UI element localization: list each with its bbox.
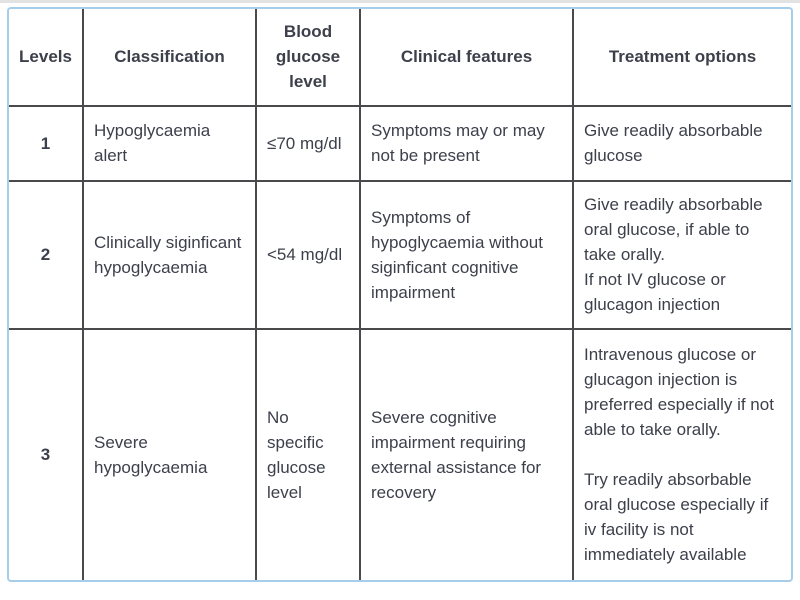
treatment-paragraph: Intravenous glucose or glucagon injectio… — [584, 345, 774, 440]
cropped-element-edge — [0, 0, 800, 3]
header-clinical-features: Clinical features — [359, 9, 574, 107]
classification-cell: Hypoglycaemia alert — [82, 104, 257, 182]
treatment-line: Give readily absorbable glucose — [584, 121, 763, 166]
header-blood-glucose-level: Blood glucose level — [255, 9, 361, 107]
treatment-line: If not IV glucose or glucagon injection — [584, 270, 726, 315]
treatment-cell: Give readily absorbable oral glucose, if… — [572, 179, 791, 330]
table-row-level-2: 2 Clinically siginficant hypoglycaemia <… — [9, 179, 791, 330]
classification-cell: Clinically siginficant hypoglycaemia — [82, 179, 257, 330]
treatment-cell: Intravenous glucose or glucagon injectio… — [572, 327, 791, 580]
clinical-features-cell: Symptoms of hypoglycaemia without siginf… — [359, 179, 574, 330]
blood-glucose-cell: <54 mg/dl — [255, 179, 361, 330]
treatment-line: Give readily absorbable oral glucose, if… — [584, 195, 763, 265]
treatment-paragraph: Try readily absorbable oral glucose espe… — [584, 470, 769, 565]
table-header-row: Levels Classification Blood glucose leve… — [9, 9, 791, 107]
blood-glucose-cell: No specific glucose level — [255, 327, 361, 580]
table-row-level-3: 3 Severe hypoglycaemia No specific gluco… — [9, 327, 791, 580]
level-cell: 1 — [9, 104, 84, 182]
level-cell: 2 — [9, 179, 84, 330]
level-cell: 3 — [9, 327, 84, 580]
hypoglycaemia-levels-table: Levels Classification Blood glucose leve… — [7, 7, 793, 582]
classification-cell: Severe hypoglycaemia — [82, 327, 257, 580]
clinical-features-cell: Symptoms may or may not be present — [359, 104, 574, 182]
clinical-features-cell: Severe cognitive impairment requiring ex… — [359, 327, 574, 580]
table-row-level-1: 1 Hypoglycaemia alert ≤70 mg/dl Symptoms… — [9, 104, 791, 182]
header-classification: Classification — [82, 9, 257, 107]
treatment-cell: Give readily absorbable glucose — [572, 104, 791, 182]
header-levels: Levels — [9, 9, 84, 107]
data-table: Levels Classification Blood glucose leve… — [9, 9, 791, 580]
blood-glucose-cell: ≤70 mg/dl — [255, 104, 361, 182]
header-treatment-options: Treatment options — [572, 9, 791, 107]
